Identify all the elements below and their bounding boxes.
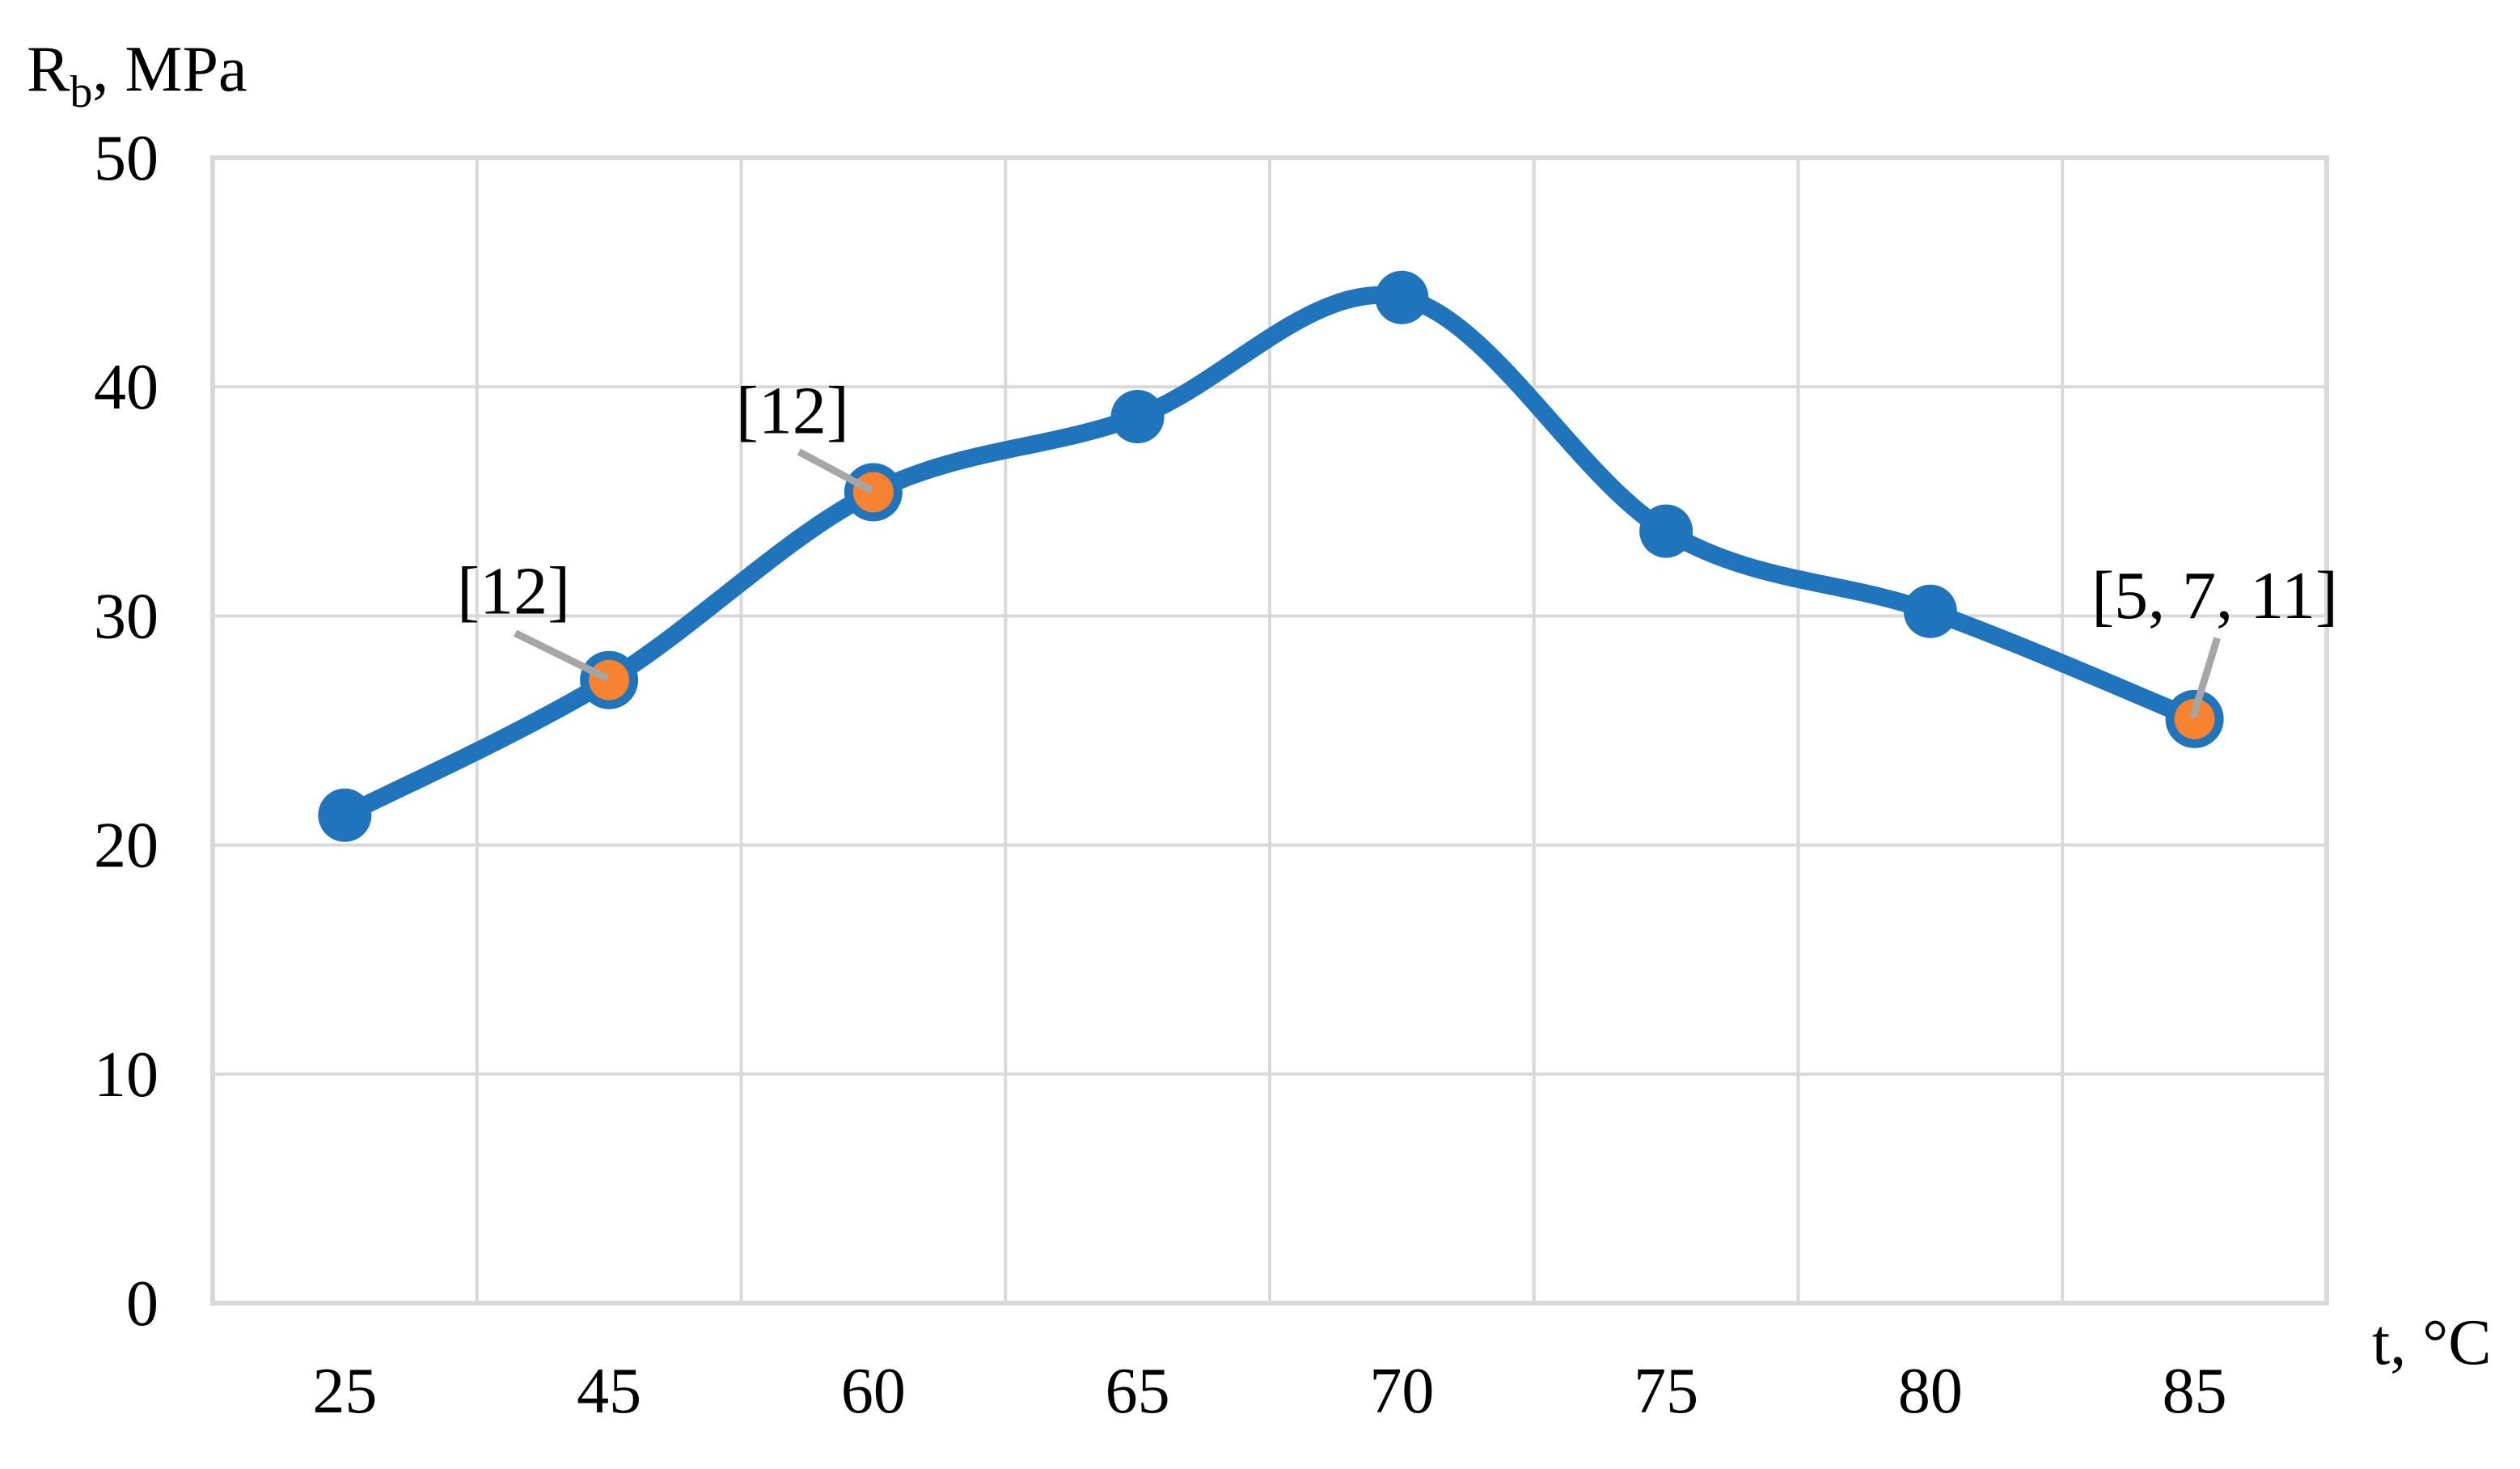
annotation-label: [12] xyxy=(457,554,570,629)
x-tick-label: 75 xyxy=(1634,1356,1698,1427)
y-axis-title: Rb, MPa xyxy=(27,37,247,115)
y-tick-label: 0 xyxy=(126,1268,159,1340)
x-tick-label: 80 xyxy=(1898,1356,1963,1427)
highlighted-data-point xyxy=(852,472,894,513)
x-tick-label: 65 xyxy=(1106,1356,1170,1427)
annotation-leader-line xyxy=(797,448,873,494)
data-point xyxy=(1903,584,1957,638)
x-tick-label: 45 xyxy=(577,1356,641,1427)
x-axis-title: t, °C xyxy=(2372,1307,2492,1378)
data-point xyxy=(1639,504,1693,558)
data-point xyxy=(1375,270,1429,324)
x-tick-label: 70 xyxy=(1369,1356,1434,1427)
x-tick-label: 85 xyxy=(2163,1356,2227,1427)
series-line xyxy=(336,286,2204,824)
y-tick-label: 20 xyxy=(94,811,159,882)
data-point xyxy=(318,788,372,842)
annotation-leader-line xyxy=(2189,637,2221,719)
y-tick-label: 40 xyxy=(94,352,159,423)
highlighted-data-point xyxy=(2174,698,2215,739)
annotation-label: [5, 7, 11] xyxy=(2091,558,2338,633)
y-axis-title-rest: , MPa xyxy=(92,34,247,105)
y-axis-title-subscript: b xyxy=(70,67,93,117)
x-tick-label: 60 xyxy=(841,1356,906,1427)
plot-border xyxy=(210,155,2329,1306)
y-tick-label: 30 xyxy=(94,581,159,652)
y-tick-label: 10 xyxy=(94,1039,159,1111)
y-tick-label: 50 xyxy=(94,123,159,194)
annotation-label: [12] xyxy=(736,373,849,448)
data-point xyxy=(1110,390,1165,444)
annotation-leader-line xyxy=(514,629,610,682)
y-axis-title-main: R xyxy=(27,34,70,105)
x-tick-label: 25 xyxy=(312,1356,377,1427)
highlighted-data-point xyxy=(589,659,630,701)
